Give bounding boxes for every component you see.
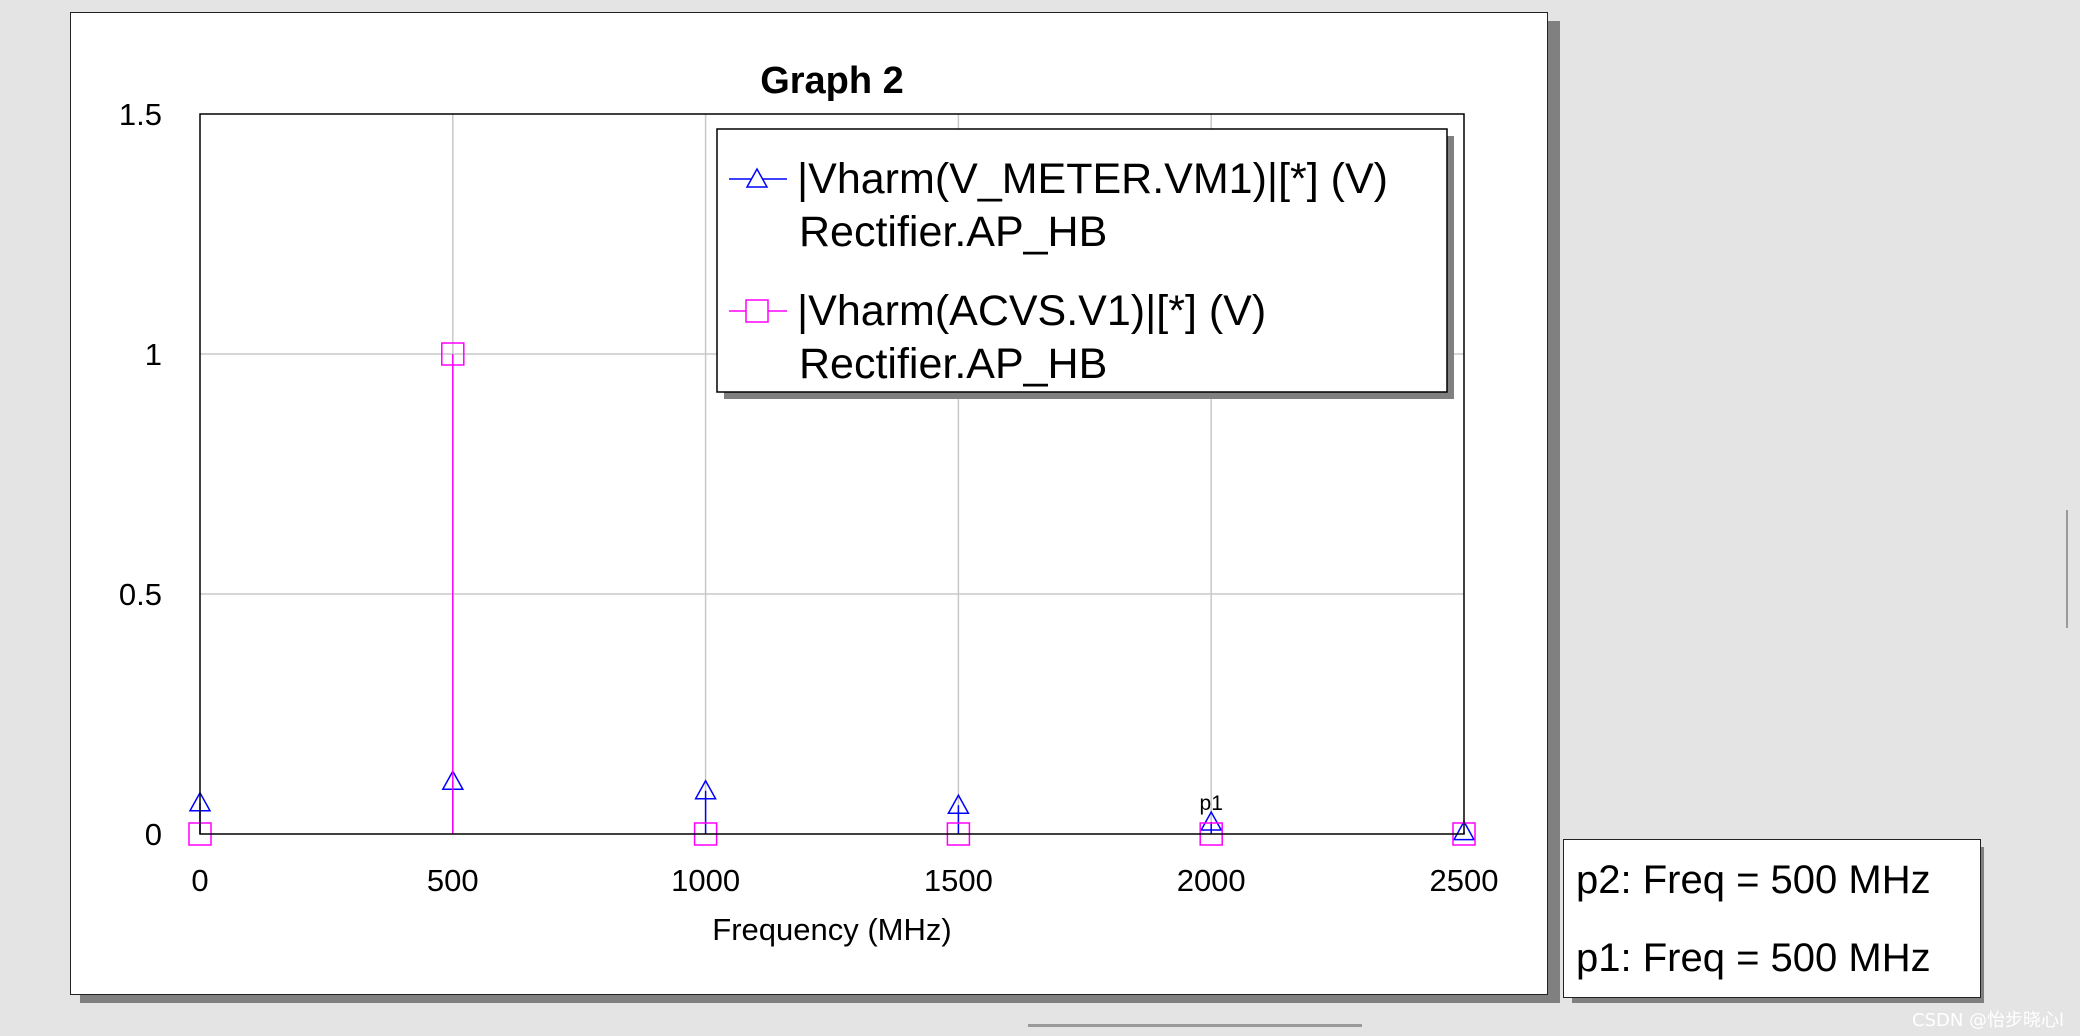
watermark-text: CSDN @怡步晓心l — [1912, 1010, 2065, 1031]
y-tick-label: 0.5 — [119, 577, 162, 612]
legend-marker-1 — [745, 167, 769, 188]
x-tick-label: 1500 — [924, 863, 993, 898]
legend-marker-2 — [745, 299, 769, 323]
marker-label-p1: p1 — [1200, 792, 1223, 815]
graph-window[interactable]: Graph 2 0 500 1000 1500 2000 2500 0 0.5 1 1.5 Frequ… — [70, 12, 1548, 995]
marker-p2-readout: p2: Freq = 500 MHz — [1576, 858, 1931, 902]
chart: Graph 2 0 500 1000 1500 2000 2500 0 0.5 1 1.5 Frequ… — [119, 60, 1499, 947]
vertical-scrollbar[interactable] — [2066, 510, 2068, 628]
marker-readout-box: p2: Freq = 500 MHz p1: Freq = 500 MHz — [1563, 839, 1981, 998]
x-axis-label: Frequency (MHz) — [712, 912, 951, 947]
y-tick-label: 0 — [145, 817, 162, 852]
horizontal-scrollbar[interactable] — [1028, 1024, 1362, 1027]
legend-box — [716, 128, 1448, 393]
series-1-point — [1199, 810, 1223, 831]
y-tick-label: 1.5 — [119, 97, 162, 132]
marker-p1-readout: p1: Freq = 500 MHz — [1576, 936, 1931, 980]
legend-entry-1: |Vharm(V_METER.VM1)|[*] (V) — [797, 155, 1388, 203]
legend-entry-2: |Vharm(ACVS.V1)|[*] (V) — [797, 287, 1266, 335]
chart-title: Graph 2 — [760, 60, 904, 102]
x-tick-label: 2500 — [1430, 863, 1499, 898]
x-tick-label: 0 — [191, 863, 208, 898]
series-1-point — [694, 779, 717, 800]
legend-entry-1-subtitle: Rectifier.AP_HB — [799, 208, 1107, 256]
series-2-point — [441, 342, 465, 366]
series-1-point — [947, 793, 970, 814]
series-1-point — [1452, 820, 1476, 841]
x-tick-label: 500 — [427, 863, 479, 898]
y-tick-label: 1 — [145, 337, 162, 372]
x-tick-label: 1000 — [671, 863, 740, 898]
x-tick-label: 2000 — [1177, 863, 1246, 898]
legend-entry-2-subtitle: Rectifier.AP_HB — [799, 340, 1107, 388]
plot-frame — [199, 113, 1465, 835]
